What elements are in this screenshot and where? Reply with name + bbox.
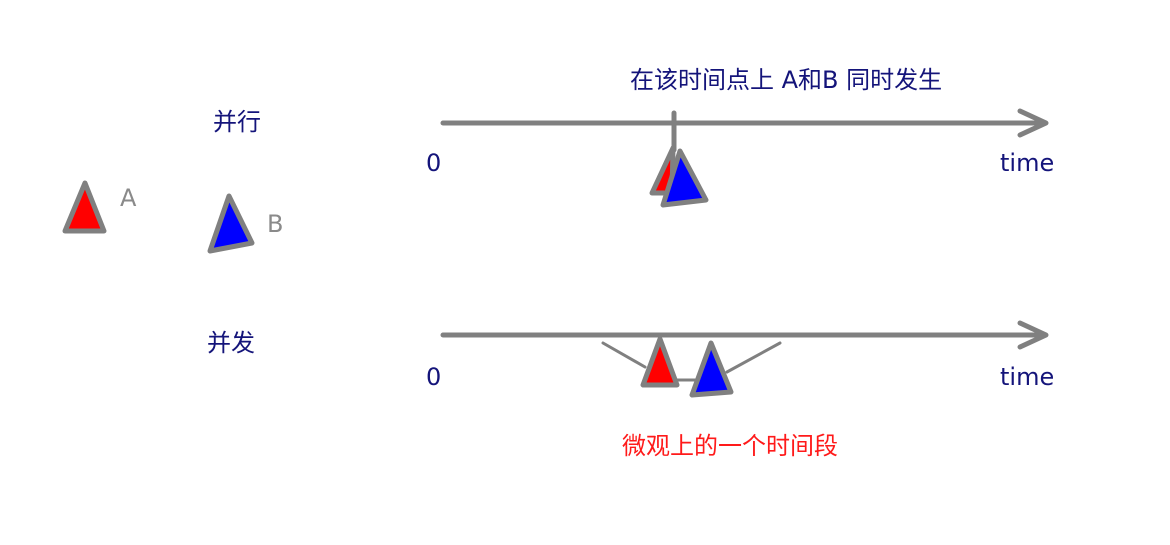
- concurrent-label: 并发: [207, 329, 255, 357]
- parallel-label: 并行: [213, 108, 261, 136]
- concurrent-annotation: 微观上的一个时间段: [622, 432, 838, 460]
- legend-a-triangle: [62, 180, 107, 234]
- concurrent-b-triangle: [689, 340, 734, 398]
- parallel-axis-arrowhead: [1017, 108, 1049, 138]
- parallel-origin-label: 0: [426, 149, 441, 177]
- legend-b-triangle: [207, 193, 255, 254]
- concurrent-origin-label: 0: [426, 363, 441, 391]
- concurrent-span-left-line: [601, 341, 647, 369]
- parallel-b-triangle: [660, 148, 709, 208]
- concurrent-a-triangle: [640, 336, 680, 388]
- parallel-annotation: 在该时间点上 A和B 同时发生: [630, 66, 942, 94]
- concurrent-time-label: time: [1000, 363, 1054, 391]
- parallel-time-label: time: [1000, 149, 1054, 177]
- concurrent-axis-arrowhead: [1017, 320, 1049, 350]
- legend-b-label: B: [267, 210, 283, 238]
- legend-a-label: A: [120, 184, 137, 212]
- concurrent-span-right-line: [725, 341, 782, 374]
